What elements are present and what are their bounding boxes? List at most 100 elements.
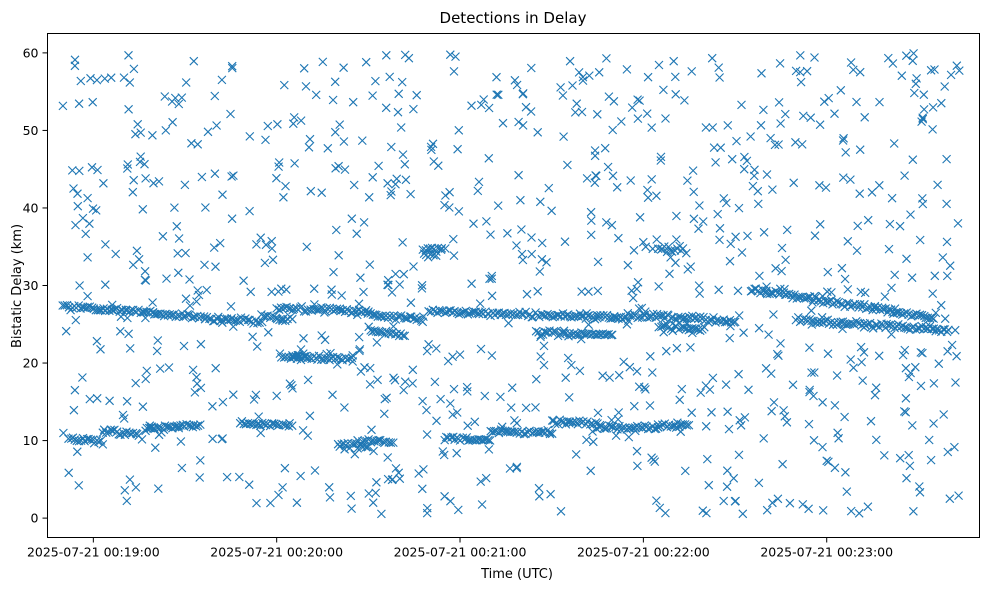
- detection-point: [349, 180, 359, 190]
- detection-point: [516, 195, 525, 205]
- detection-point: [201, 203, 210, 212]
- detection-point: [715, 223, 725, 233]
- detection-point: [804, 419, 814, 429]
- detection-point: [809, 368, 819, 377]
- detection-point: [131, 483, 141, 492]
- detection-point: [723, 407, 732, 417]
- detection-point: [174, 423, 184, 433]
- detection-point: [870, 301, 880, 311]
- detection-point: [176, 437, 186, 446]
- detection-point: [462, 382, 472, 392]
- detection-point: [493, 201, 503, 210]
- detection-point: [105, 396, 114, 406]
- detection-point: [659, 85, 668, 95]
- detection-point: [870, 390, 880, 400]
- detection-point: [744, 385, 753, 395]
- detection-point: [326, 348, 335, 358]
- detection-point: [510, 416, 519, 425]
- detection-point: [426, 249, 435, 259]
- detection-point: [290, 159, 299, 168]
- detection-point: [838, 136, 848, 145]
- detection-point: [211, 363, 221, 373]
- detection-point: [272, 391, 282, 401]
- detection-point: [577, 287, 586, 296]
- detection-point: [936, 300, 946, 310]
- detection-point: [815, 120, 825, 130]
- detection-point: [436, 394, 445, 404]
- detection-point: [901, 51, 911, 61]
- detection-point: [484, 103, 494, 113]
- detection-point: [871, 383, 881, 393]
- detection-point: [138, 402, 148, 412]
- detection-point: [777, 266, 786, 276]
- detection-point: [584, 320, 593, 330]
- detection-point: [867, 187, 877, 197]
- detection-point: [796, 77, 806, 87]
- detection-point: [531, 326, 541, 336]
- detection-point: [605, 373, 614, 382]
- detection-point: [273, 119, 282, 129]
- detection-point: [774, 351, 783, 361]
- detection-point: [824, 93, 834, 103]
- detection-point: [69, 184, 78, 193]
- detection-point: [229, 171, 238, 180]
- detection-point: [738, 509, 748, 519]
- detection-point: [81, 229, 91, 239]
- detection-point: [810, 53, 819, 62]
- detection-point: [641, 385, 650, 394]
- detection-point: [625, 362, 635, 372]
- detection-point: [643, 424, 653, 434]
- detection-point: [203, 127, 213, 137]
- detection-point: [279, 192, 288, 202]
- detection-point: [318, 57, 328, 67]
- detection-point: [726, 321, 735, 331]
- detection-point: [708, 373, 718, 383]
- detection-point: [682, 319, 692, 329]
- detection-point: [512, 462, 522, 472]
- detection-point: [534, 483, 544, 493]
- detection-point: [607, 330, 617, 340]
- detection-point: [441, 191, 450, 200]
- detection-point: [590, 178, 600, 188]
- detection-point: [467, 279, 476, 289]
- detection-point: [817, 312, 827, 322]
- detection-point: [73, 201, 83, 211]
- detection-point: [115, 326, 125, 336]
- detection-point: [444, 203, 454, 212]
- detection-point: [274, 287, 283, 296]
- detection-point: [96, 344, 105, 354]
- detection-point: [734, 203, 744, 213]
- detection-point: [486, 230, 495, 239]
- detection-point: [128, 260, 138, 270]
- detection-point: [588, 427, 597, 436]
- detection-point: [161, 126, 171, 135]
- detection-point: [687, 67, 697, 76]
- detection-point: [177, 93, 187, 102]
- detection-point: [288, 384, 297, 393]
- detection-point: [145, 421, 155, 431]
- detection-point: [332, 360, 342, 369]
- detection-point: [917, 310, 927, 320]
- detection-point: [859, 347, 869, 357]
- detection-point: [645, 401, 655, 410]
- detection-point: [88, 435, 98, 445]
- detection-point: [643, 185, 652, 195]
- detection-point: [122, 396, 132, 406]
- detection-point: [942, 199, 951, 209]
- detection-point: [648, 244, 658, 254]
- detection-point: [137, 435, 147, 444]
- detection-point: [249, 395, 259, 404]
- detection-point: [228, 322, 238, 331]
- detection-point: [337, 291, 347, 300]
- detection-point: [278, 483, 287, 492]
- detection-point: [572, 99, 582, 109]
- detection-point: [630, 426, 640, 436]
- detection-point: [287, 421, 297, 431]
- detection-point: [391, 269, 400, 279]
- detection-point: [779, 406, 788, 415]
- detection-point: [422, 405, 431, 415]
- detection-point: [942, 271, 952, 281]
- detection-point: [383, 453, 393, 462]
- detection-point: [849, 363, 858, 373]
